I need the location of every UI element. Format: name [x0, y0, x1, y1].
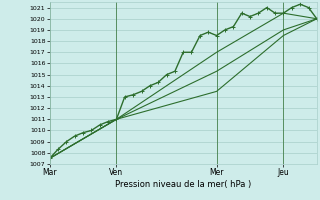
X-axis label: Pression niveau de la mer( hPa ): Pression niveau de la mer( hPa ) [115, 180, 251, 189]
